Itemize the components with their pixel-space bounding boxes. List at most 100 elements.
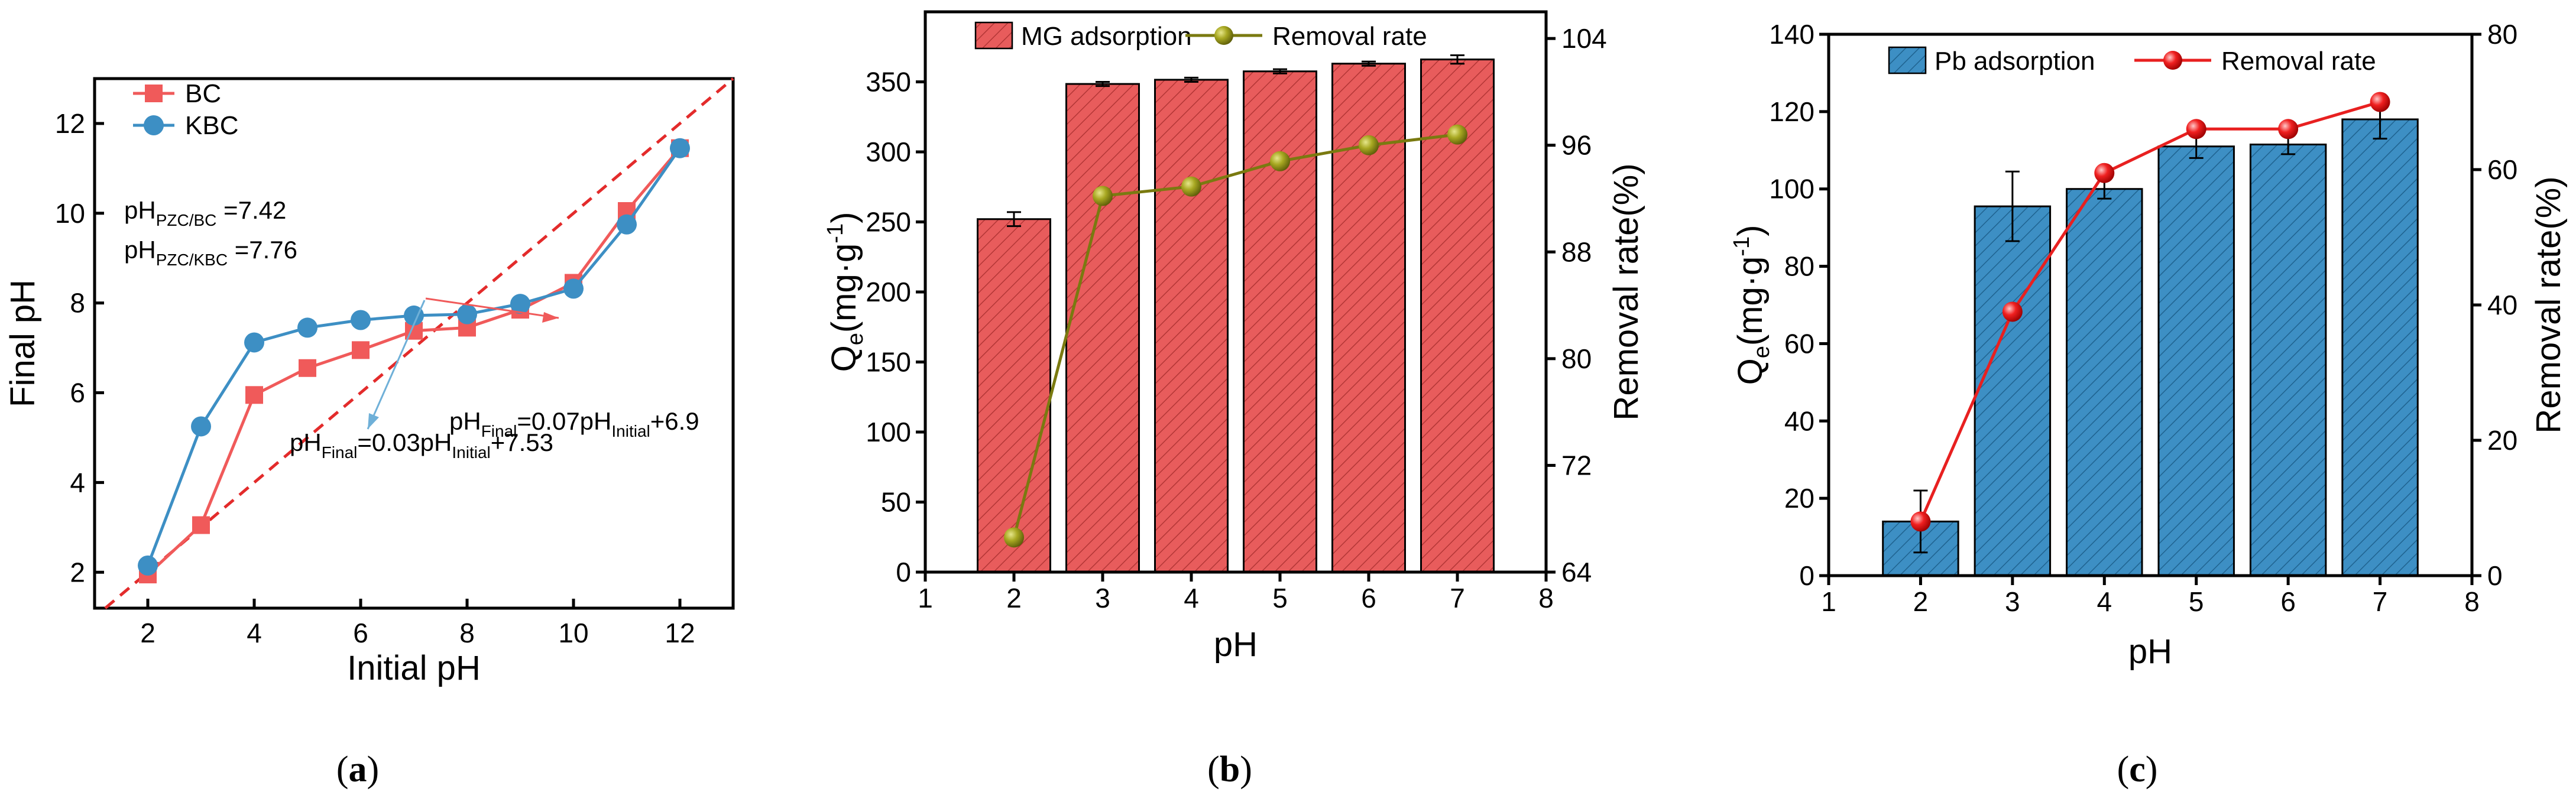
error-bar-b-ph-3 [1096,81,1110,87]
panel-c-y2tick-label: 80 [2487,19,2517,50]
caption-b: (b) [1207,749,1252,790]
panel-a-xtick-label: 12 [665,618,695,648]
removal-rate-point-b-ph-3 [1093,186,1113,206]
panel-c-legend: Pb adsorption Removal rate [1888,46,2376,76]
panel-b-ytick-label: 0 [896,557,911,587]
data-point-kbc [510,294,530,314]
data-point-kbc [404,305,424,326]
panel-c-ylabel: Qe(mg·g-1) [1729,225,1774,385]
removal-rate-point-b-ph-4 [1181,176,1201,197]
panel-c-y2tick-label: 40 [2487,290,2517,320]
panel-b-xtick-label: 8 [1538,583,1554,613]
panel-c-ytick-label: 0 [1799,560,1814,591]
panel-a-ytick-label: 6 [70,378,85,408]
panel-b-ylabel: Qe(mg·g-1) [823,212,868,372]
panel-a: 2 4 6 8 10 12 2 4 6 8 10 12 BC KBC pHPZC/BC =7.42 p… [4,77,735,790]
removal-rate-point-c-ph-6 [2278,119,2299,139]
pzc-kbc-annotation: pHPZC/KBC =7.76 [124,236,297,269]
panel-a-ytick-label: 4 [70,467,85,498]
data-point-bc [352,341,370,359]
eq-bc-annotation: pHFinal=0.07pHInitial+6.9 [449,407,699,440]
panel-b-xtick-label: 7 [1450,583,1465,613]
panel-b-y2tick-label: 104 [1561,23,1607,54]
panel-c-ytick-label: 60 [1784,328,1814,359]
panel-a-xlabel: Initial pH [347,649,481,687]
panel-c-y2label: Removal rate(%) [2529,176,2568,433]
bar-c-ph-7 [2341,118,2419,577]
panel-c-xtick-label: 8 [2464,586,2480,617]
legend-label-kbc: KBC [185,111,238,140]
bar-b-ph-7 [1420,59,1495,573]
error-bar-b-ph-4 [1184,76,1198,83]
removal-rate-point-c-ph-7 [2370,92,2390,112]
legend-item-pb-adsorption: Pb adsorption [1888,46,2095,76]
data-point-kbc [244,332,264,353]
panel-b-ytick-label: 150 [866,347,911,378]
panel-b-ytick-label: 200 [866,277,911,307]
data-point-kbc [138,555,158,576]
panel-a-ytick-label: 10 [55,198,85,229]
panel-b-ytick-label: 250 [866,207,911,238]
panel-b-ytick-label: 350 [866,67,911,98]
error-bar-b-ph-2 [1007,211,1021,228]
panel-b-ytick-label: 300 [866,137,911,167]
panel-b-y2tick-label: 64 [1561,557,1592,587]
bar-c-ph-4 [2066,188,2143,577]
legend-item-bc: BC [133,79,221,108]
removal-rate-point-c-ph-2 [1910,511,1931,532]
panel-a-ytick-label: 2 [70,557,85,587]
panel-b-legend: MG adsorption Removal rate [974,21,1427,51]
bar-b-ph-4 [1154,79,1229,573]
legend-label-removal-rate-b: Removal rate [1272,22,1427,51]
panel-c-xtick-label: 4 [2097,586,2112,617]
error-bar-b-ph-5 [1273,68,1287,74]
data-point-kbc [457,304,477,324]
removal-rate-line-b [1012,133,1458,538]
panel-c-ytick-label: 120 [1769,96,1814,127]
panel-b-ytick-label: 50 [881,487,911,518]
caption-c: (c) [2117,749,2158,790]
panel-b-ytick-label: 100 [866,417,911,447]
panel-b-y2tick-label: 72 [1561,450,1592,480]
panel-a-xtick-label: 8 [459,618,475,648]
legend-item-mg-adsorption: MG adsorption [974,21,1192,51]
removal-rate-point-c-ph-5 [2186,119,2206,139]
bar-b-ph-3 [1065,83,1140,573]
panel-b-y2tick-label: 96 [1561,130,1592,161]
panel-a-xtick-label: 2 [140,618,155,648]
legend-item-kbc: KBC [133,111,238,140]
panel-b: 1 2 3 4 5 6 7 805010015020025030035064728088961… [823,10,1645,790]
panel-c-ytick-label: 100 [1769,174,1814,204]
data-point-bc [245,386,263,404]
caption-a: (a) [336,749,379,790]
data-point-kbc [351,310,371,330]
bar-c-ph-6 [2249,143,2327,577]
panel-a-ylabel: Final pH [4,280,42,407]
error-bar-b-ph-7 [1450,54,1464,65]
panel-a-xtick-label: 10 [558,618,588,648]
panel-b-xtick-label: 5 [1272,583,1288,613]
panel-c-y2tick-label: 60 [2487,154,2517,185]
panel-c-xlabel: pH [2128,632,2172,671]
legend-label-removal-rate-c: Removal rate [2221,47,2376,76]
panel-a-ytick-label: 8 [70,288,85,319]
legend-label-pb-adsorption: Pb adsorption [1935,47,2095,76]
panel-b-xtick-label: 6 [1361,583,1376,613]
panel-b-y2label: Removal rate(%) [1607,163,1645,420]
panel-b-xtick-label: 4 [1184,583,1199,613]
panel-c-xtick-label: 3 [2005,586,2020,617]
panel-c-y2tick-label: 20 [2487,425,2517,456]
bar-c-ph-3 [1974,205,2052,577]
arrow-kbc-fit [367,300,426,430]
panel-c-ytick-label: 40 [1784,405,1814,436]
legend-item-removal-rate-b: Removal rate [1185,22,1427,51]
pzc-bc-annotation: pHPZC/BC =7.42 [124,196,286,229]
panel-a-legend: BC KBC [133,79,238,140]
panel-b-xtick-label: 3 [1095,583,1110,613]
removal-rate-point-b-ph-6 [1359,135,1379,155]
legend-label-bc: BC [185,79,221,108]
error-bar-b-ph-6 [1362,60,1376,67]
panel-a-xtick-label: 6 [353,618,368,648]
error-bar-c-ph-3 [2005,170,2020,242]
